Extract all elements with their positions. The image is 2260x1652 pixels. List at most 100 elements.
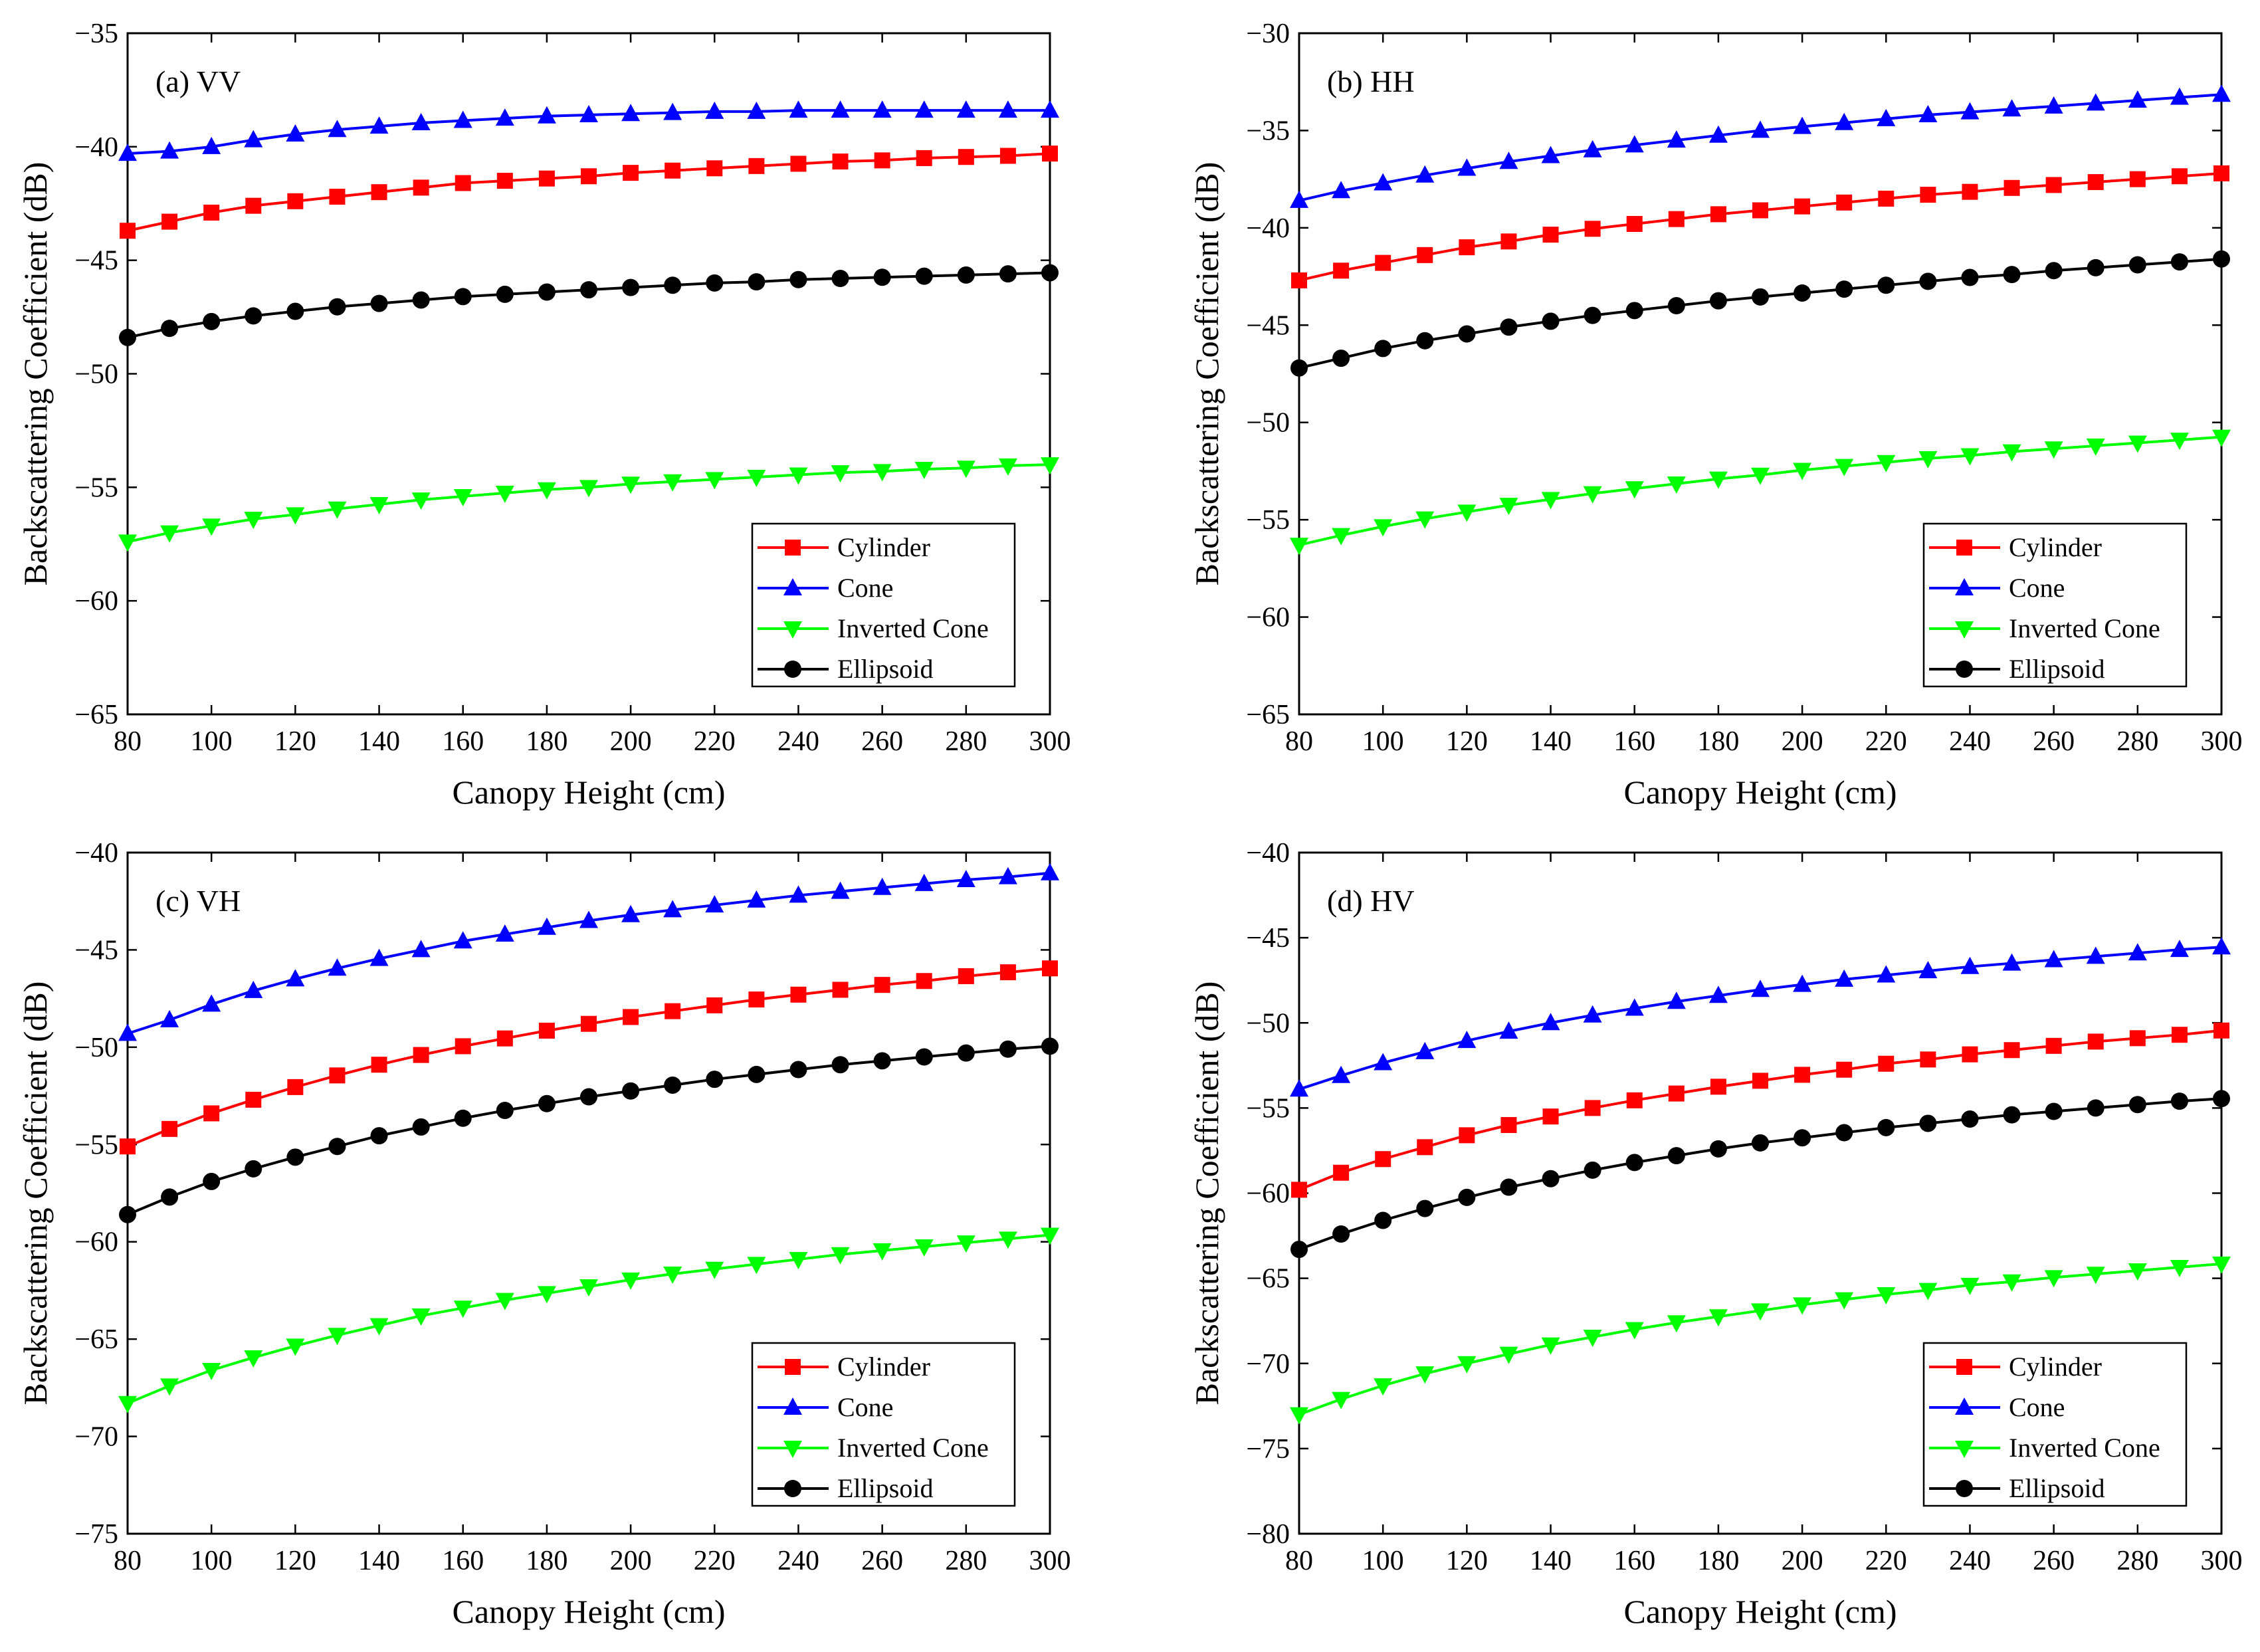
legend-label: Ellipsoid xyxy=(837,654,933,684)
x-tick-label: 80 xyxy=(114,1546,142,1576)
data-point xyxy=(998,867,1017,884)
y-tick-label: −45 xyxy=(74,935,118,966)
data-point xyxy=(370,1127,388,1145)
x-tick-label: 120 xyxy=(1446,726,1488,757)
data-point xyxy=(2128,256,2146,274)
y-tick-label: −45 xyxy=(1246,923,1290,954)
legend-label: Cone xyxy=(837,573,893,603)
legend-marker xyxy=(783,1397,802,1415)
data-point xyxy=(1374,340,1392,358)
data-point xyxy=(286,124,305,142)
x-axis-title: Canopy Height (cm) xyxy=(1623,774,1897,811)
data-point xyxy=(328,298,346,316)
data-point xyxy=(958,968,974,984)
data-point xyxy=(1793,116,1812,134)
data-point xyxy=(2171,168,2188,185)
data-point xyxy=(286,302,304,320)
data-point xyxy=(747,890,766,908)
data-point xyxy=(956,870,976,887)
y-axis-title: Backscattering Coefficient (dB) xyxy=(1188,162,1225,586)
data-point xyxy=(1960,448,1980,466)
data-point xyxy=(1668,1085,1685,1102)
x-tick-label: 100 xyxy=(1362,1546,1404,1576)
y-tick-label: −45 xyxy=(74,246,118,276)
panel-label: (d) HV xyxy=(1327,884,1415,918)
data-point xyxy=(1374,1378,1393,1396)
data-point xyxy=(1920,187,1936,203)
data-point xyxy=(789,100,808,118)
legend-marker xyxy=(1956,1480,1973,1497)
data-point xyxy=(1751,120,1770,138)
data-point xyxy=(1878,190,1895,207)
data-point xyxy=(1333,262,1350,279)
data-point xyxy=(1042,960,1058,977)
data-point xyxy=(1290,359,1308,377)
y-tick-label: −55 xyxy=(1246,1093,1290,1124)
data-point xyxy=(706,160,723,177)
data-point xyxy=(413,179,429,196)
data-point xyxy=(453,489,472,506)
data-point xyxy=(1794,284,1811,302)
data-point xyxy=(160,525,179,543)
legend-label: Inverted Cone xyxy=(2009,613,2160,643)
data-point xyxy=(370,294,388,312)
x-tick-label: 260 xyxy=(861,726,903,757)
panel-label: (a) VV xyxy=(155,64,241,98)
data-point xyxy=(2044,96,2063,114)
x-tick-label: 300 xyxy=(1029,726,1071,757)
data-point xyxy=(371,184,387,201)
data-point xyxy=(1541,1337,1560,1355)
data-point xyxy=(1708,985,1728,1003)
data-point xyxy=(1332,1225,1350,1243)
data-point xyxy=(1374,1211,1392,1229)
data-point xyxy=(1415,1366,1435,1384)
data-point xyxy=(958,149,974,165)
legend-marker xyxy=(784,661,801,678)
series-ellipsoid xyxy=(119,264,1059,346)
data-point xyxy=(2003,179,2020,196)
data-point xyxy=(874,152,890,169)
legend-item: Cone xyxy=(758,1392,893,1422)
data-point xyxy=(999,964,1016,981)
data-point xyxy=(1708,1309,1728,1327)
data-point xyxy=(579,1279,598,1297)
series-line xyxy=(1298,257,2222,369)
legend-marker xyxy=(1956,1359,1972,1375)
data-point xyxy=(1960,1277,1980,1295)
data-point xyxy=(120,223,136,239)
data-point xyxy=(998,100,1017,118)
x-axis-title: Canopy Height (cm) xyxy=(452,774,725,811)
data-point xyxy=(706,997,723,1013)
series-cone xyxy=(1290,84,2231,208)
data-point xyxy=(455,175,471,191)
plot-frame xyxy=(126,851,1051,1535)
data-point xyxy=(1583,486,1602,504)
y-tick-label: −45 xyxy=(1246,310,1290,341)
data-point xyxy=(705,1261,724,1279)
x-tick-label: 180 xyxy=(526,1546,567,1576)
data-point xyxy=(579,105,598,122)
data-point xyxy=(1710,1079,1726,1095)
y-tick-label: −65 xyxy=(74,1324,118,1355)
x-tick-label: 200 xyxy=(1782,1546,1823,1576)
x-tick-label: 280 xyxy=(945,1546,987,1576)
data-point xyxy=(1290,1407,1308,1425)
data-point xyxy=(957,1044,975,1062)
x-tick-label: 180 xyxy=(1697,1546,1739,1576)
data-point xyxy=(621,104,641,122)
legend-item: Inverted Cone xyxy=(758,1433,989,1463)
legend-marker xyxy=(1955,1441,1974,1458)
data-point xyxy=(1835,969,1854,987)
x-tick-label: 120 xyxy=(274,1546,316,1576)
legend-marker xyxy=(1955,621,1974,639)
data-point xyxy=(496,173,513,189)
legend-label: Inverted Cone xyxy=(2009,1433,2160,1463)
data-point xyxy=(328,1328,347,1346)
data-point xyxy=(2044,1270,2063,1288)
data-point xyxy=(1374,519,1393,537)
data-point xyxy=(1752,1073,1768,1089)
data-point xyxy=(1836,1061,1853,1078)
data-point xyxy=(831,100,850,118)
data-point xyxy=(831,1056,849,1074)
data-point xyxy=(580,281,597,299)
